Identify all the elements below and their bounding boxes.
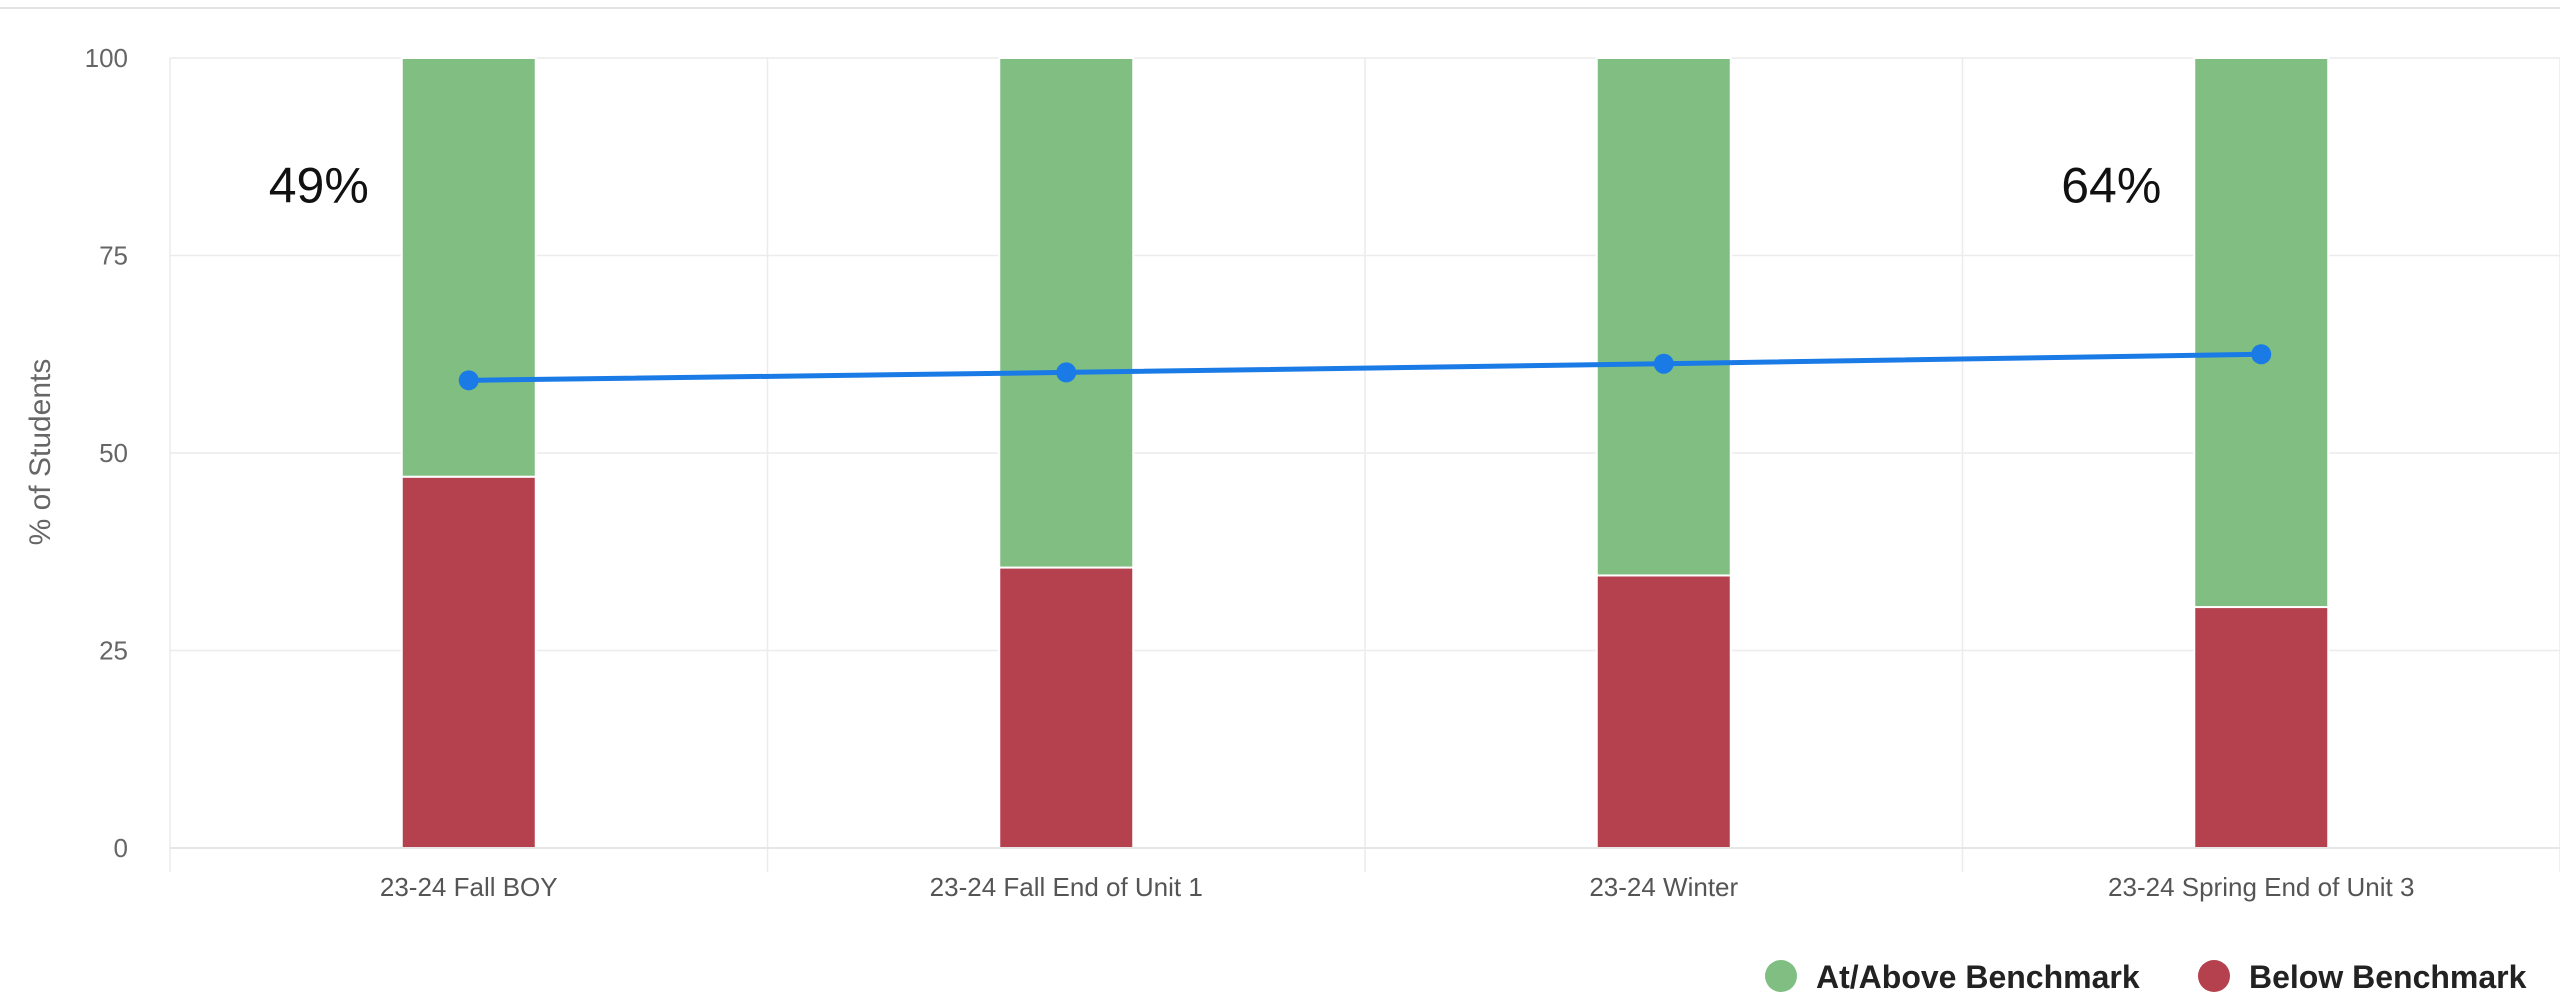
trend-line-point bbox=[1653, 353, 1674, 374]
trend-line-point bbox=[1056, 362, 1077, 383]
trend-line-point bbox=[2251, 344, 2272, 365]
trend-line-point bbox=[458, 370, 479, 391]
annotations: 49% 64% bbox=[269, 157, 2162, 213]
bar-below-benchmark-2 bbox=[1595, 574, 1732, 849]
bar-at-above-benchmark-2 bbox=[1595, 57, 1732, 577]
bar-at-above-benchmark-1 bbox=[998, 57, 1135, 569]
y-tick-label: 75 bbox=[99, 241, 128, 271]
bar-below-benchmark-1 bbox=[998, 566, 1135, 849]
legend-swatch bbox=[2198, 960, 2230, 992]
annotation-label: 64% bbox=[2061, 157, 2161, 213]
annotation-label: 49% bbox=[269, 157, 369, 213]
trend-line-path bbox=[468, 351, 2262, 383]
x-tick-label: 23-24 Spring End of Unit 3 bbox=[2108, 872, 2414, 902]
y-axis-label: % of Students bbox=[24, 359, 57, 546]
legend: At/Above Benchmark Below Benchmark bbox=[1765, 959, 2527, 995]
bar-below-benchmark-3 bbox=[2193, 606, 2330, 849]
legend-label: Below Benchmark bbox=[2249, 959, 2527, 995]
legend-swatch bbox=[1765, 960, 1797, 992]
y-tick-label: 50 bbox=[99, 438, 128, 468]
legend-label: At/Above Benchmark bbox=[1816, 959, 2140, 995]
x-tick-label: 23-24 Fall BOY bbox=[380, 872, 558, 902]
bar-below-benchmark-0 bbox=[400, 475, 537, 849]
bar-at-above-benchmark-0 bbox=[400, 57, 537, 478]
trend-line bbox=[458, 344, 2272, 391]
y-tick-label: 100 bbox=[85, 43, 128, 73]
x-tick-label: 23-24 Fall End of Unit 1 bbox=[930, 872, 1203, 902]
y-tick-label: 25 bbox=[99, 636, 128, 666]
y-tick-label: 0 bbox=[114, 833, 128, 863]
axes: 0 25 50 75 100 23-24 Fall BOY 23-24 Fall End o… bbox=[85, 43, 2560, 902]
x-tick-label: 23-24 Winter bbox=[1589, 872, 1738, 902]
bar-at-above-benchmark-3 bbox=[2193, 57, 2330, 609]
